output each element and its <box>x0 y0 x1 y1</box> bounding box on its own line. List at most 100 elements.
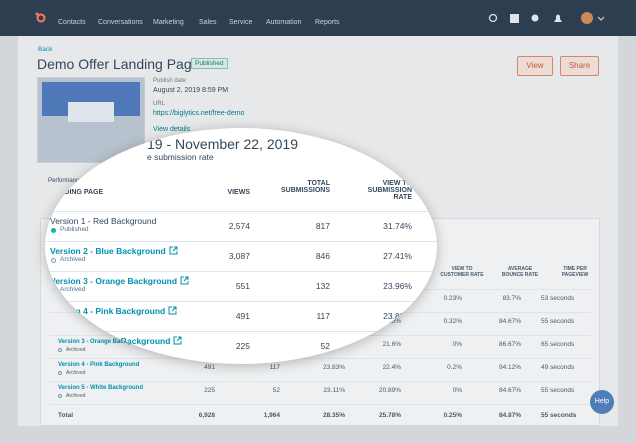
row-divider <box>45 271 437 272</box>
cell: 55 seconds <box>541 318 575 325</box>
row-name[interactable]: Version 5 - White Background <box>50 336 182 346</box>
total-label: Total <box>58 412 74 419</box>
cell: 491 <box>204 364 215 371</box>
cell: 21.6% <box>382 341 401 348</box>
row-divider <box>50 358 590 359</box>
row-divider <box>45 301 437 302</box>
nav-item[interactable]: Sales <box>199 19 217 26</box>
rate-cell: 23.96% <box>383 281 412 291</box>
cell: 65 seconds <box>541 341 575 348</box>
external-link-icon <box>180 276 189 285</box>
url-link[interactable]: https://biglytics.net/free-demo <box>153 110 245 117</box>
performance-tab[interactable]: Performance <box>48 178 83 184</box>
cell: 0.32% <box>443 318 462 325</box>
rate-cell: 23.83% <box>383 311 412 321</box>
cell: 86.67% <box>498 341 521 348</box>
total-cell: 28.35% <box>322 412 345 419</box>
row-divider <box>50 381 590 382</box>
rate-cell: 23.11% <box>383 341 412 351</box>
cell: 225 <box>204 387 215 394</box>
cell: 55 seconds <box>541 387 575 394</box>
cell: 0.2% <box>447 364 462 371</box>
row-name[interactable]: Version 2 - Blue Background <box>50 246 178 256</box>
logo <box>35 12 46 23</box>
total-cell: 1,964 <box>263 412 280 419</box>
status-icon <box>51 348 56 353</box>
cell: 83.7% <box>502 295 521 302</box>
url-label: URL <box>153 101 166 107</box>
row-status: Archived <box>60 346 86 353</box>
view-button[interactable]: View <box>517 56 553 76</box>
submissions-cell: 117 <box>316 311 330 321</box>
views-cell: 491 <box>235 311 250 321</box>
nav-item[interactable]: Contacts <box>58 19 86 26</box>
cell: 22.4% <box>382 364 401 371</box>
back-link[interactable]: Back <box>38 46 53 53</box>
cell: 52 <box>272 387 280 394</box>
status-icon <box>58 371 62 375</box>
cell: 0.23% <box>443 295 462 302</box>
nav-item[interactable]: Conversations <box>98 19 143 26</box>
share-button[interactable]: Share <box>560 56 599 76</box>
submissions-cell: 817 <box>315 221 330 231</box>
view-details-link[interactable]: View details <box>153 126 191 133</box>
submissions-cell: 846 <box>315 251 330 261</box>
external-link-icon <box>169 246 178 255</box>
column-header: VIEW TO CUSTOMER RATE <box>440 266 484 278</box>
total-cell: 0.25% <box>443 412 462 419</box>
status-icon <box>58 394 62 398</box>
cell: 49 seconds <box>541 364 575 371</box>
row-status: Archived <box>60 316 86 323</box>
row-divider <box>45 211 437 212</box>
magnifier-lens: 19 - November 22, 2019 e submission rate… <box>45 128 437 364</box>
total-cell: 55 seconds <box>541 412 577 419</box>
row-status: Published <box>60 226 89 233</box>
column-header: VIEWS <box>227 189 250 196</box>
cell: 117 <box>269 364 280 371</box>
nav-item[interactable]: Reports <box>315 19 340 26</box>
cell: 20.89% <box>378 387 401 394</box>
row-name[interactable]: Version 5 - White Background <box>58 385 144 391</box>
row-name[interactable]: Version 3 - Orange Background <box>50 276 189 286</box>
external-link-icon <box>168 306 177 315</box>
row-status: Archived <box>66 370 86 376</box>
cell: 23.11% <box>323 387 345 394</box>
help-button[interactable]: Help <box>590 390 614 414</box>
page-title: Demo Offer Landing Page <box>37 56 200 72</box>
metric-label: e submission rate <box>147 152 214 162</box>
row-name[interactable]: Version 4 - Pink Background <box>50 306 177 316</box>
total-cell: 6,928 <box>198 412 215 419</box>
publish-date: August 2, 2019 8:59 PM <box>153 87 229 94</box>
status-icon <box>51 258 56 263</box>
row-status: Archived <box>66 347 86 353</box>
nav-item[interactable]: Service <box>229 19 253 26</box>
status-icon <box>51 288 56 293</box>
cell: 84.67% <box>498 318 521 325</box>
submissions-cell: 132 <box>315 281 330 291</box>
row-divider <box>45 241 437 242</box>
cell: 0% <box>452 341 462 348</box>
rate-cell: 27.41% <box>383 251 412 261</box>
views-cell: 2,574 <box>228 221 250 231</box>
nav-item[interactable]: Automation <box>266 19 302 26</box>
row-status: Archived <box>60 286 86 293</box>
cell: 23.83% <box>322 364 345 371</box>
views-cell: 551 <box>235 281 250 291</box>
views-cell: 3,087 <box>228 251 250 261</box>
nav-item[interactable]: Marketing <box>153 19 184 26</box>
views-cell: 225 <box>235 341 250 351</box>
date-range: 19 - November 22, 2019 <box>147 136 298 152</box>
nav-icons <box>488 12 605 24</box>
top-nav: Contacts Conversations Marketing Sales Servi… <box>0 0 636 36</box>
column-header: AVERAGE BOUNCE RATE <box>501 266 539 278</box>
submissions-cell: 52 <box>320 341 330 351</box>
row-name: Version 1 - Red Background <box>50 216 157 226</box>
page-thumbnail <box>37 77 145 163</box>
row-name[interactable]: Version 4 - Pink Background <box>58 362 140 368</box>
row-name[interactable]: Version 3 - Orange Background <box>58 339 148 345</box>
column-header: TIME PER PAGEVIEW <box>561 266 589 278</box>
publish-date-label: Publish date <box>153 78 187 84</box>
row-divider <box>45 331 437 332</box>
row-status: Archived <box>66 393 86 399</box>
